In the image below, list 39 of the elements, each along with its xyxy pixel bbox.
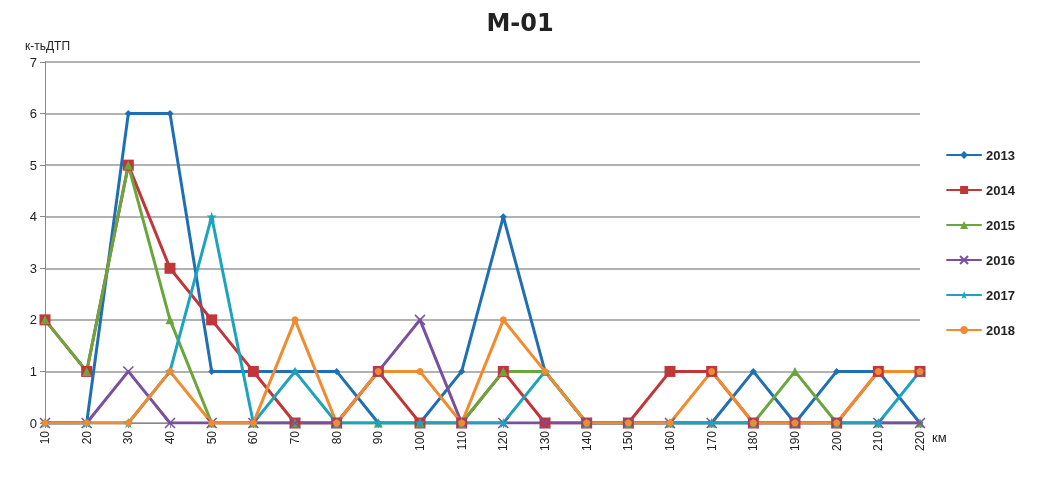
x-tick-label: 200 xyxy=(829,430,844,452)
x-tick-label: 150 xyxy=(621,430,636,452)
x-tick-label: 190 xyxy=(788,430,802,452)
x-tick-label: 80 xyxy=(329,430,344,445)
legend-label: 2013 xyxy=(986,147,1015,163)
x-tick-label: 180 xyxy=(746,430,761,452)
legend-label: 2014 xyxy=(986,182,1016,198)
x-tick-label: 10 xyxy=(38,430,52,445)
x-tick-label: 130 xyxy=(538,430,552,452)
x-tick-label: 50 xyxy=(204,430,219,445)
x-tick-label: 90 xyxy=(371,430,386,445)
x-tick-label: 40 xyxy=(163,430,177,445)
y-tick-label: 0 xyxy=(29,415,37,431)
legend-label: 2016 xyxy=(986,252,1015,268)
chart-title: М-01 xyxy=(486,9,554,37)
x-tick-label: 120 xyxy=(496,430,511,452)
y-axis-title: к-тьДТП xyxy=(25,39,71,53)
x-axis-title: км xyxy=(932,430,947,445)
y-tick-label: 5 xyxy=(29,157,37,173)
x-tick-label: 160 xyxy=(663,430,677,452)
y-tick-label: 2 xyxy=(29,312,37,328)
legend-label: 2018 xyxy=(986,322,1015,338)
legend-label: 2017 xyxy=(986,287,1015,303)
y-tick-label: 7 xyxy=(29,54,37,70)
x-tick-label: 100 xyxy=(413,430,427,452)
y-tick-label: 1 xyxy=(29,363,37,379)
legend-label: 2015 xyxy=(986,217,1015,233)
x-tick-label: 70 xyxy=(288,430,302,445)
y-tick-label: 4 xyxy=(29,209,37,225)
x-tick-label: 60 xyxy=(246,430,261,445)
x-tick-label: 220 xyxy=(913,430,927,452)
x-tick-label: 210 xyxy=(871,430,886,452)
x-tick-label: 170 xyxy=(704,430,719,452)
x-tick-label: 30 xyxy=(121,430,136,445)
x-tick-label: 20 xyxy=(79,430,94,445)
y-tick-label: 6 xyxy=(29,106,37,122)
y-tick-label: 3 xyxy=(29,260,37,276)
x-tick-label: 140 xyxy=(579,430,594,452)
x-tick-label: 110 xyxy=(454,430,469,451)
